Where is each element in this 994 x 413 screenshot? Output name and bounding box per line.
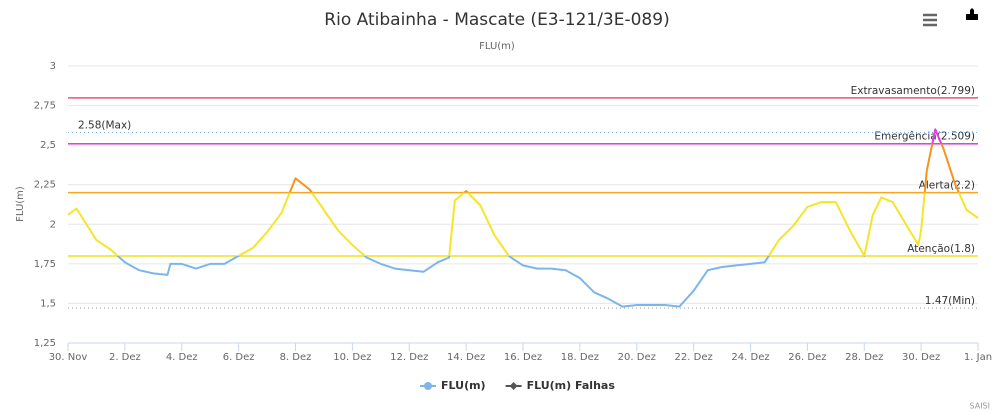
- x-tick-label: 26. Dez: [788, 352, 826, 363]
- legend-marker: [424, 382, 432, 390]
- legend-item[interactable]: FLU(m) Falhas: [505, 379, 616, 392]
- plot-line-label: Atenção(1.8): [907, 243, 975, 255]
- x-tick-label: 30. Nov: [49, 352, 88, 363]
- plot-line-label: Extravasamento(2.799): [851, 85, 975, 97]
- y-tick-label: 3: [50, 61, 56, 72]
- x-tick-label: 6. Dez: [223, 352, 255, 363]
- plot-line-label: Alerta(2.2): [919, 180, 975, 192]
- legend-label: FLU(m) Falhas: [527, 379, 616, 392]
- x-tick-label: 16. Dez: [504, 352, 542, 363]
- legend-label: FLU(m): [441, 379, 486, 392]
- y-axis-title: FLU(m): [15, 186, 26, 222]
- x-tick-label: 1. Jan: [964, 352, 992, 363]
- menu-button[interactable]: [920, 10, 940, 30]
- x-tick-label: 12. Dez: [390, 352, 428, 363]
- legend-marker: [509, 382, 518, 390]
- chart-subtitle: FLU(m): [479, 41, 515, 52]
- y-tick-label: 1,25: [34, 338, 56, 349]
- credits: SAISI: [970, 402, 991, 411]
- y-tick-label: 2,5: [40, 140, 56, 151]
- x-tick-label: 2. Dez: [109, 352, 141, 363]
- x-tick-label: 24. Dez: [731, 352, 769, 363]
- x-tick-label: 4. Dez: [166, 352, 198, 363]
- x-tick-label: 8. Dez: [280, 352, 312, 363]
- y-tick-label: 2: [50, 219, 56, 230]
- plot-line-label: Emergência(2.509): [874, 131, 975, 143]
- y-tick-label: 1,5: [40, 298, 56, 309]
- y-tick-label: 2,75: [34, 101, 56, 112]
- x-tick-label: 30. Dez: [902, 352, 940, 363]
- x-tick-label: 10. Dez: [333, 352, 371, 363]
- data-line: [67, 128, 979, 308]
- x-tick-label: 22. Dez: [675, 352, 713, 363]
- plot-line-label: 2.58(Max): [78, 119, 131, 131]
- legend-item[interactable]: FLU(m): [420, 379, 486, 392]
- y-tick-label: 2,25: [34, 180, 56, 191]
- x-tick-label: 18. Dez: [561, 352, 599, 363]
- export-button[interactable]: [966, 8, 978, 20]
- x-tick-label: 28. Dez: [845, 352, 883, 363]
- x-tick-label: 20. Dez: [618, 352, 656, 363]
- plot-line-label: 1.47(Min): [925, 295, 975, 307]
- x-tick-label: 14. Dez: [447, 352, 485, 363]
- y-tick-label: 1,75: [34, 259, 56, 270]
- chart-title: Rio Atibainha - Mascate (E3-121/3E-089): [324, 10, 669, 30]
